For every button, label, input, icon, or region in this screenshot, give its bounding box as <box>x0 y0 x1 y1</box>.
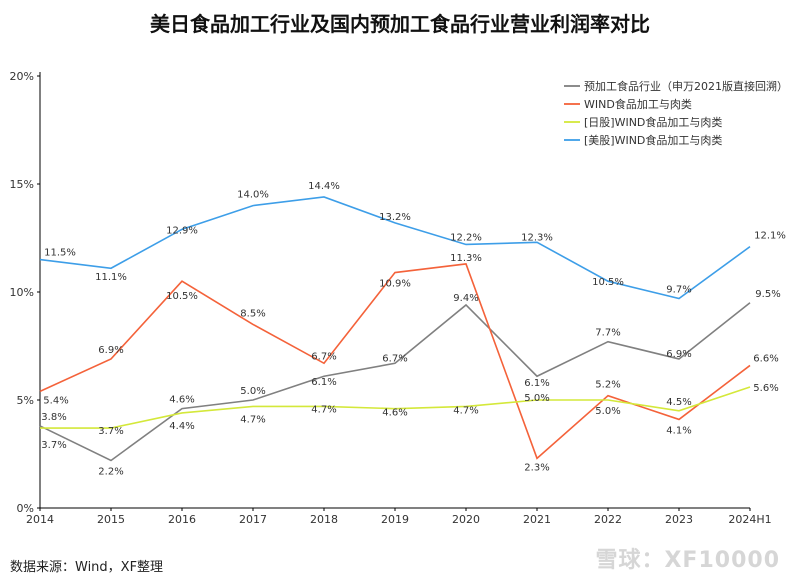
y-tick-label: 5% <box>17 394 34 407</box>
data-label: 11.3% <box>450 253 482 264</box>
data-label: 10.5% <box>592 277 624 288</box>
x-tick-label: 2017 <box>239 513 267 526</box>
x-tick-label: 2016 <box>168 513 196 526</box>
data-label: 4.6% <box>169 395 194 406</box>
data-label: 4.1% <box>666 425 691 436</box>
data-label: 11.1% <box>95 272 127 283</box>
y-tick-label: 10% <box>10 286 34 299</box>
chart-axes: 0% 5% 10% 15% 20% 2014 2015 2016 2017 2018 2019 202… <box>10 70 772 526</box>
data-label: 10.5% <box>166 291 198 302</box>
data-label: 3.7% <box>41 440 66 451</box>
data-label: 13.2% <box>379 212 411 223</box>
data-label: 3.8% <box>41 412 66 423</box>
data-label: 11.5% <box>44 248 76 259</box>
data-label: 12.1% <box>754 231 786 242</box>
data-label: 5.0% <box>524 393 549 404</box>
y-tick-label: 0% <box>17 502 34 515</box>
data-label: 9.4% <box>453 293 478 304</box>
data-label: 14.0% <box>237 190 269 201</box>
line-chart: 0% 5% 10% 15% 20% 2014 2015 2016 2017 2018 2019 202… <box>10 70 788 526</box>
data-label: 12.3% <box>521 232 553 243</box>
data-label: 4.6% <box>382 408 407 419</box>
data-label: 5.0% <box>240 386 265 397</box>
data-label: 14.4% <box>308 181 340 192</box>
data-label: 5.2% <box>595 380 620 391</box>
chart-title: 美日食品加工行业及国内预加工食品行业营业利润率对比 <box>150 12 650 36</box>
source-note: 数据来源：Wind，XF整理 <box>10 560 164 575</box>
watermark: 雪球：XF10000 <box>595 548 780 573</box>
data-label: 6.1% <box>524 378 549 389</box>
data-label: 4.5% <box>666 397 691 408</box>
data-labels: 3.8% 2.2% 4.6% 5.0% 6.1% 6.7% 9.4% 6.1% 7.7% 6.9%… <box>41 181 786 478</box>
series-line-0 <box>39 302 751 462</box>
data-label: 4.7% <box>453 405 478 416</box>
x-tick-label: 2019 <box>381 513 409 526</box>
x-tick-label: 2024H1 <box>728 513 771 526</box>
data-label: 9.5% <box>755 289 780 300</box>
x-tick-label: 2014 <box>26 513 54 526</box>
x-tick-label: 2023 <box>665 513 693 526</box>
data-label: 5.6% <box>753 383 778 394</box>
series-line-2 <box>40 386 751 429</box>
data-label: 5.0% <box>595 406 620 417</box>
data-label: 6.7% <box>311 351 336 362</box>
data-label: 4.7% <box>240 414 265 425</box>
data-label: 12.2% <box>450 232 482 243</box>
data-label: 2.3% <box>524 462 549 473</box>
data-label: 6.9% <box>98 345 123 356</box>
data-label: 6.7% <box>382 353 407 364</box>
data-label: 6.9% <box>666 349 691 360</box>
x-tick-label: 2021 <box>523 513 551 526</box>
series-lines <box>39 196 751 462</box>
data-label: 12.9% <box>166 225 198 236</box>
y-tick-label: 20% <box>10 70 34 83</box>
legend-entry-label: [美股]WIND食品加工与肉类 <box>584 133 722 147</box>
data-label: 5.4% <box>43 395 68 406</box>
data-label: 4.4% <box>169 421 194 432</box>
data-label: 6.1% <box>311 377 336 388</box>
data-label: 10.9% <box>379 279 411 290</box>
data-label: 7.7% <box>595 328 620 339</box>
legend-entry-label: [日股]WIND食品加工与肉类 <box>584 115 722 129</box>
data-label: 9.7% <box>666 284 691 295</box>
data-label: 4.7% <box>311 404 336 415</box>
x-tick-label: 2020 <box>452 513 480 526</box>
chart-legend: 预加工食品行业（申万2021版直接回溯） WIND食品加工与肉类 [日股]WIND食… <box>564 79 788 147</box>
legend-entry-label: 预加工食品行业（申万2021版直接回溯） <box>584 79 788 93</box>
data-label: 6.6% <box>753 353 778 364</box>
legend-entry-label: WIND食品加工与肉类 <box>584 97 692 111</box>
x-tick-label: 2018 <box>310 513 338 526</box>
data-label: 2.2% <box>98 466 123 477</box>
series-line-3 <box>39 196 751 300</box>
data-label: 8.5% <box>240 308 265 319</box>
x-tick-label: 2015 <box>97 513 125 526</box>
data-label: 3.7% <box>98 426 123 437</box>
x-tick-label: 2022 <box>594 513 622 526</box>
y-tick-label: 15% <box>10 178 34 191</box>
